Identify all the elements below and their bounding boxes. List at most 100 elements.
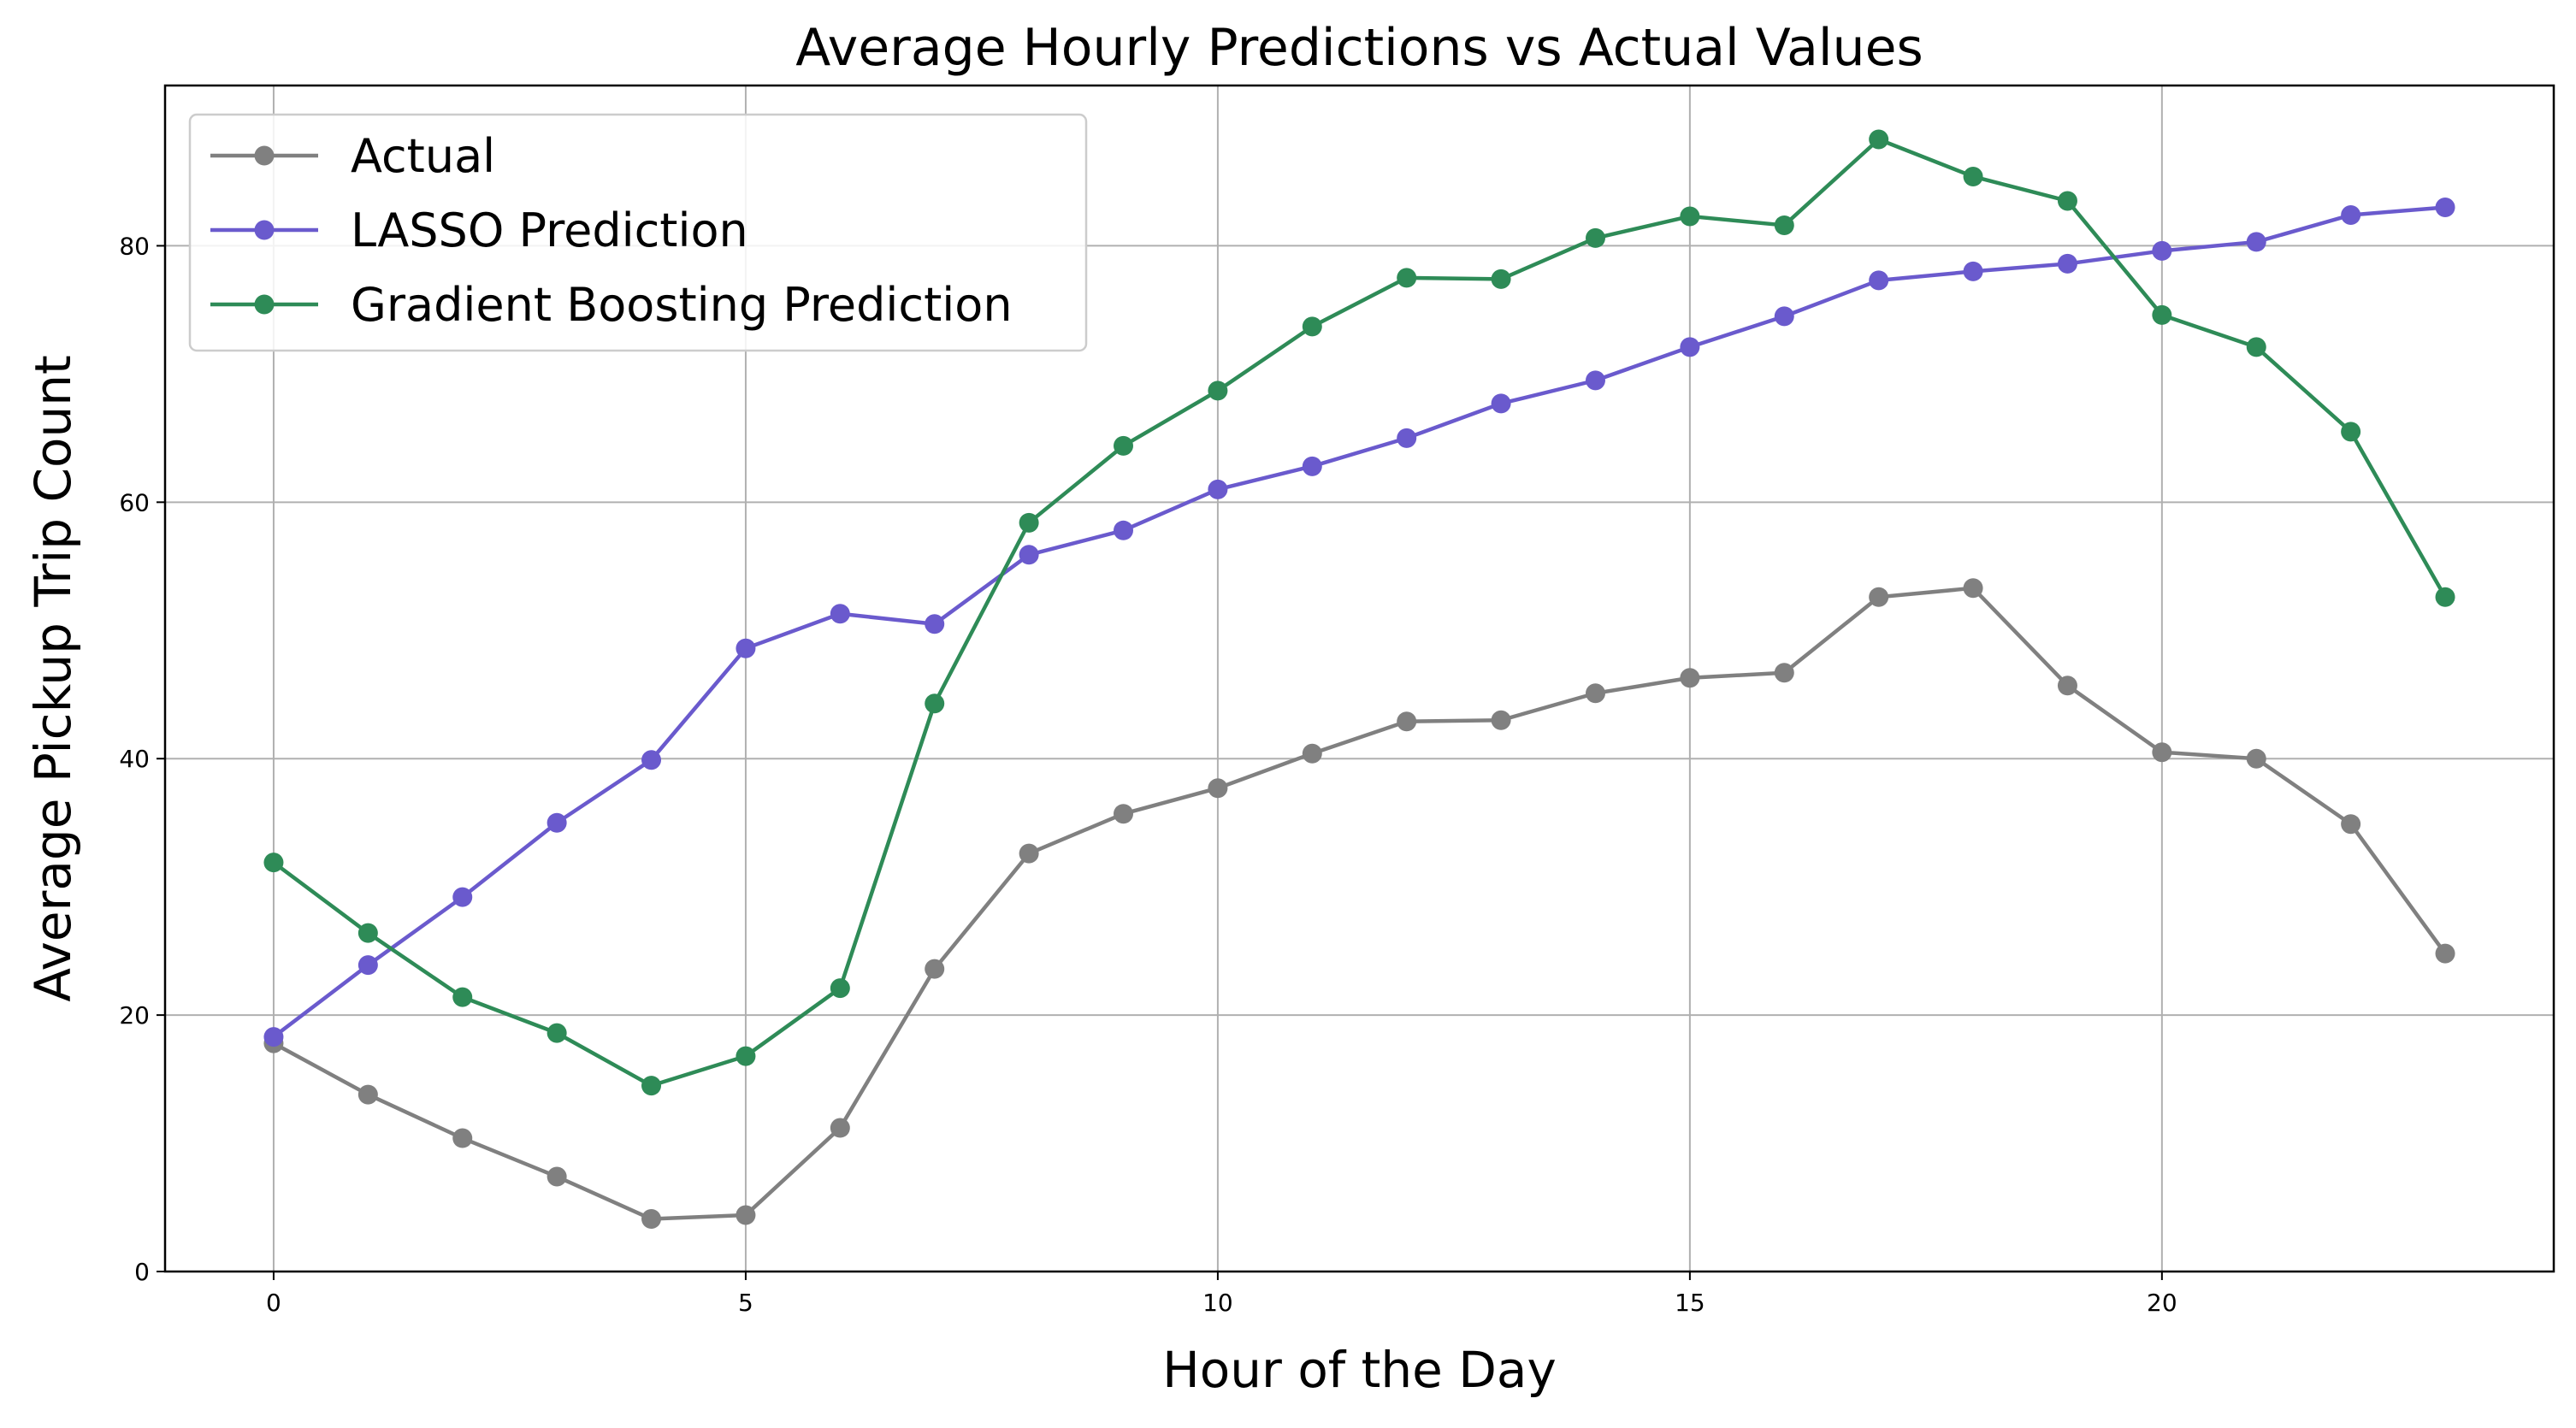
data-point (830, 604, 850, 624)
series-1 (263, 197, 2455, 1047)
x-tick-label: 0 (266, 1289, 281, 1317)
data-point (1397, 268, 1417, 288)
data-point (452, 887, 473, 907)
data-point (1208, 479, 1228, 499)
data-point (1302, 743, 1322, 764)
data-point (1774, 663, 1794, 683)
data-point (1114, 435, 1134, 456)
data-point (2341, 204, 2361, 225)
data-point (2057, 676, 2077, 696)
data-point (830, 1118, 850, 1138)
data-point (1302, 456, 1322, 476)
y-tick-label: 60 (119, 488, 150, 516)
data-point (1397, 711, 1417, 732)
data-point (2341, 422, 2361, 442)
data-point (2435, 587, 2455, 607)
data-point (1680, 668, 1700, 688)
legend-label: Gradient Boosting Prediction (351, 278, 1013, 332)
data-point (2246, 232, 2266, 252)
data-point (2057, 191, 2077, 211)
data-point (1963, 578, 1983, 599)
data-point (925, 614, 945, 634)
legend-label: Actual (351, 129, 495, 183)
data-point (2152, 742, 2172, 763)
data-point (1585, 683, 1605, 704)
x-tick-label: 20 (2147, 1289, 2177, 1317)
data-point (1774, 215, 1794, 235)
series-line (272, 205, 2446, 1039)
series-line (272, 137, 2447, 1088)
legend-swatch-marker (254, 145, 275, 166)
data-point (547, 1023, 567, 1043)
data-point (1491, 710, 1511, 730)
data-point (925, 959, 945, 979)
y-tick-label: 0 (134, 1258, 150, 1286)
data-point (925, 693, 945, 714)
legend: Actual LASSO Prediction Gradient Boosting … (188, 113, 1088, 352)
data-point (1491, 268, 1511, 289)
data-point (1019, 545, 1039, 565)
plot-area-frame (163, 84, 2555, 1273)
data-point (2341, 814, 2361, 835)
x-tick-label: 15 (1675, 1289, 1705, 1317)
data-point (2435, 197, 2455, 217)
data-point (452, 1128, 473, 1148)
chart-title: Average Hourly Predictions vs Actual Val… (795, 18, 1923, 78)
data-point (1208, 778, 1228, 799)
data-point (830, 978, 850, 999)
data-point (736, 1046, 756, 1066)
data-point (1208, 381, 1228, 401)
data-point (1019, 512, 1039, 533)
series-0 (263, 578, 2455, 1230)
data-point (1869, 270, 1889, 291)
data-point (1680, 337, 1700, 357)
data-point (263, 853, 284, 873)
x-axis-title: Hour of the Day (1162, 1341, 1557, 1399)
data-point (547, 1166, 567, 1187)
data-point (2246, 748, 2266, 769)
data-point (641, 750, 662, 770)
x-tick-label: 10 (1202, 1289, 1233, 1317)
data-point (263, 1027, 284, 1047)
data-point (641, 1076, 662, 1096)
data-point (2435, 943, 2455, 964)
data-point (1491, 393, 1511, 414)
data-point (1585, 370, 1605, 391)
data-point (357, 1084, 378, 1105)
y-tick-label: 20 (119, 1001, 150, 1030)
data-point (641, 1209, 662, 1230)
axis-ticks: 0 5 10 15 20 0 20 40 60 80 (119, 232, 2177, 1317)
data-point (357, 955, 378, 976)
data-point (2057, 253, 2077, 274)
data-point (1774, 306, 1794, 327)
data-point (1302, 316, 1322, 337)
legend-label: LASSO Prediction (351, 204, 748, 257)
data-point (1114, 520, 1134, 540)
y-tick-label: 80 (119, 232, 150, 260)
data-point (2152, 240, 2172, 261)
data-point (1963, 166, 1983, 186)
data-point (736, 1205, 756, 1225)
data-point (1397, 428, 1417, 448)
y-axis-title: Average Pickup Trip Count (24, 355, 82, 1002)
data-point (547, 812, 567, 833)
data-point (1019, 843, 1039, 864)
data-point (1114, 804, 1134, 824)
series-layer (263, 129, 2455, 1230)
series-line (272, 586, 2447, 1221)
data-point (2152, 304, 2172, 325)
legend-swatch-marker (254, 220, 275, 240)
data-point (357, 923, 378, 943)
data-point (1869, 587, 1889, 607)
y-tick-label: 40 (119, 745, 150, 773)
data-point (1680, 206, 1700, 227)
legend-box (188, 113, 1088, 352)
data-point (1963, 261, 1983, 281)
legend-swatch-marker (254, 294, 275, 315)
x-tick-label: 5 (738, 1289, 753, 1317)
series-2 (263, 129, 2455, 1096)
data-point (2246, 337, 2266, 357)
data-point (1869, 129, 1889, 150)
data-point (452, 987, 473, 1007)
